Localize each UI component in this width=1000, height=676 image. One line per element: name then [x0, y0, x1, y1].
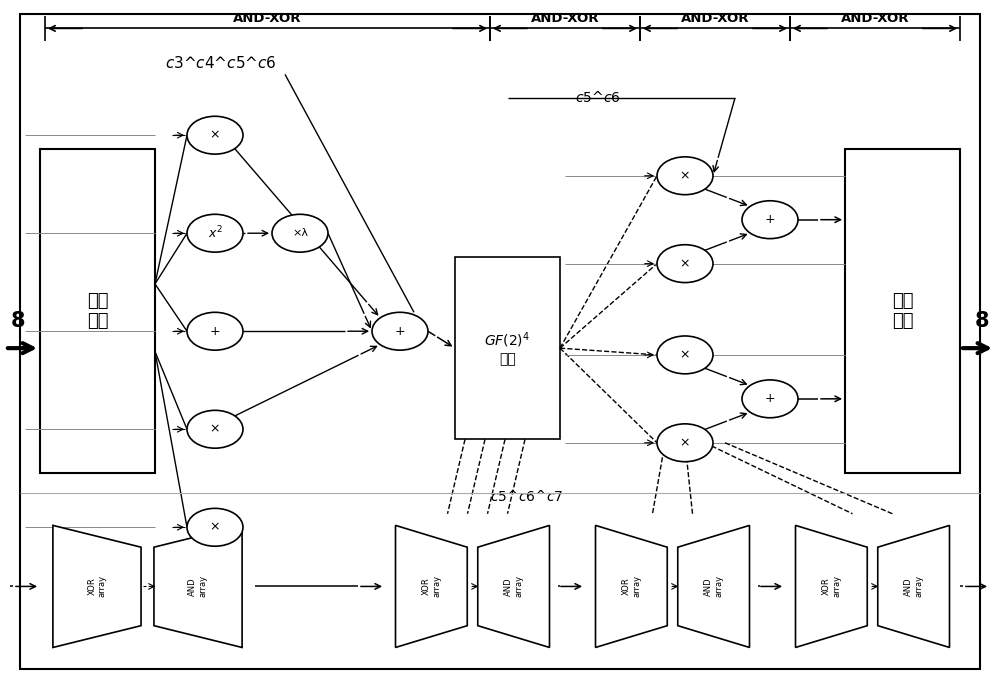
Text: AND-XOR: AND-XOR: [233, 12, 302, 25]
Text: AND-XOR: AND-XOR: [681, 12, 749, 25]
Circle shape: [742, 201, 798, 239]
Text: XOR
array: XOR array: [622, 575, 641, 598]
Circle shape: [657, 424, 713, 462]
FancyBboxPatch shape: [845, 149, 960, 473]
FancyBboxPatch shape: [573, 506, 772, 667]
Text: ×: ×: [210, 422, 220, 436]
Text: ×: ×: [680, 169, 690, 183]
Polygon shape: [478, 525, 550, 648]
Text: $c5$^$c6$^$c7$: $c5$^$c6$^$c7$: [490, 489, 563, 504]
FancyBboxPatch shape: [455, 257, 560, 439]
Circle shape: [187, 116, 243, 154]
Text: AND
array: AND array: [504, 575, 523, 598]
Text: ×: ×: [210, 128, 220, 142]
Text: XOR
array: XOR array: [822, 575, 841, 598]
Text: ×λ: ×λ: [292, 228, 308, 238]
FancyBboxPatch shape: [373, 506, 572, 667]
Circle shape: [187, 508, 243, 546]
Text: +: +: [765, 213, 775, 226]
Circle shape: [657, 336, 713, 374]
FancyBboxPatch shape: [28, 506, 267, 667]
Text: +: +: [765, 392, 775, 406]
Polygon shape: [53, 525, 141, 648]
Text: AND-XOR: AND-XOR: [531, 12, 599, 25]
Text: AND-XOR: AND-XOR: [841, 12, 909, 25]
Text: AND
array: AND array: [904, 575, 923, 598]
Text: ×: ×: [210, 521, 220, 534]
Text: XOR
array: XOR array: [422, 575, 441, 598]
Text: 8: 8: [975, 311, 989, 331]
Text: ×: ×: [680, 348, 690, 362]
Polygon shape: [878, 525, 950, 648]
Text: 8: 8: [11, 311, 25, 331]
Polygon shape: [154, 525, 242, 648]
Circle shape: [657, 245, 713, 283]
Text: ×: ×: [680, 436, 690, 450]
Text: AND
array: AND array: [704, 575, 723, 598]
Text: $c3$^$c4$^$c5$^$c6$: $c3$^$c4$^$c5$^$c6$: [165, 55, 277, 71]
Circle shape: [742, 380, 798, 418]
Text: $x^2$: $x^2$: [208, 225, 222, 241]
Text: AND
array: AND array: [188, 575, 208, 598]
Circle shape: [272, 214, 328, 252]
Text: 前端
变换: 前端 变换: [87, 291, 108, 331]
Text: 后端
变换: 后端 变换: [892, 291, 913, 331]
FancyBboxPatch shape: [20, 14, 980, 669]
Polygon shape: [678, 525, 750, 648]
FancyBboxPatch shape: [40, 149, 155, 473]
Circle shape: [657, 157, 713, 195]
Circle shape: [372, 312, 428, 350]
Polygon shape: [396, 525, 467, 648]
Text: $GF(2)^4$
求逆: $GF(2)^4$ 求逆: [484, 331, 531, 366]
FancyBboxPatch shape: [773, 506, 972, 667]
Circle shape: [187, 312, 243, 350]
Text: ×: ×: [680, 257, 690, 270]
Text: $c5$^$c6$: $c5$^$c6$: [575, 90, 621, 105]
Text: XOR
array: XOR array: [87, 575, 107, 598]
Circle shape: [187, 410, 243, 448]
Polygon shape: [595, 525, 667, 648]
Polygon shape: [796, 525, 867, 648]
Text: +: +: [395, 324, 405, 338]
Circle shape: [187, 214, 243, 252]
Text: +: +: [210, 324, 220, 338]
